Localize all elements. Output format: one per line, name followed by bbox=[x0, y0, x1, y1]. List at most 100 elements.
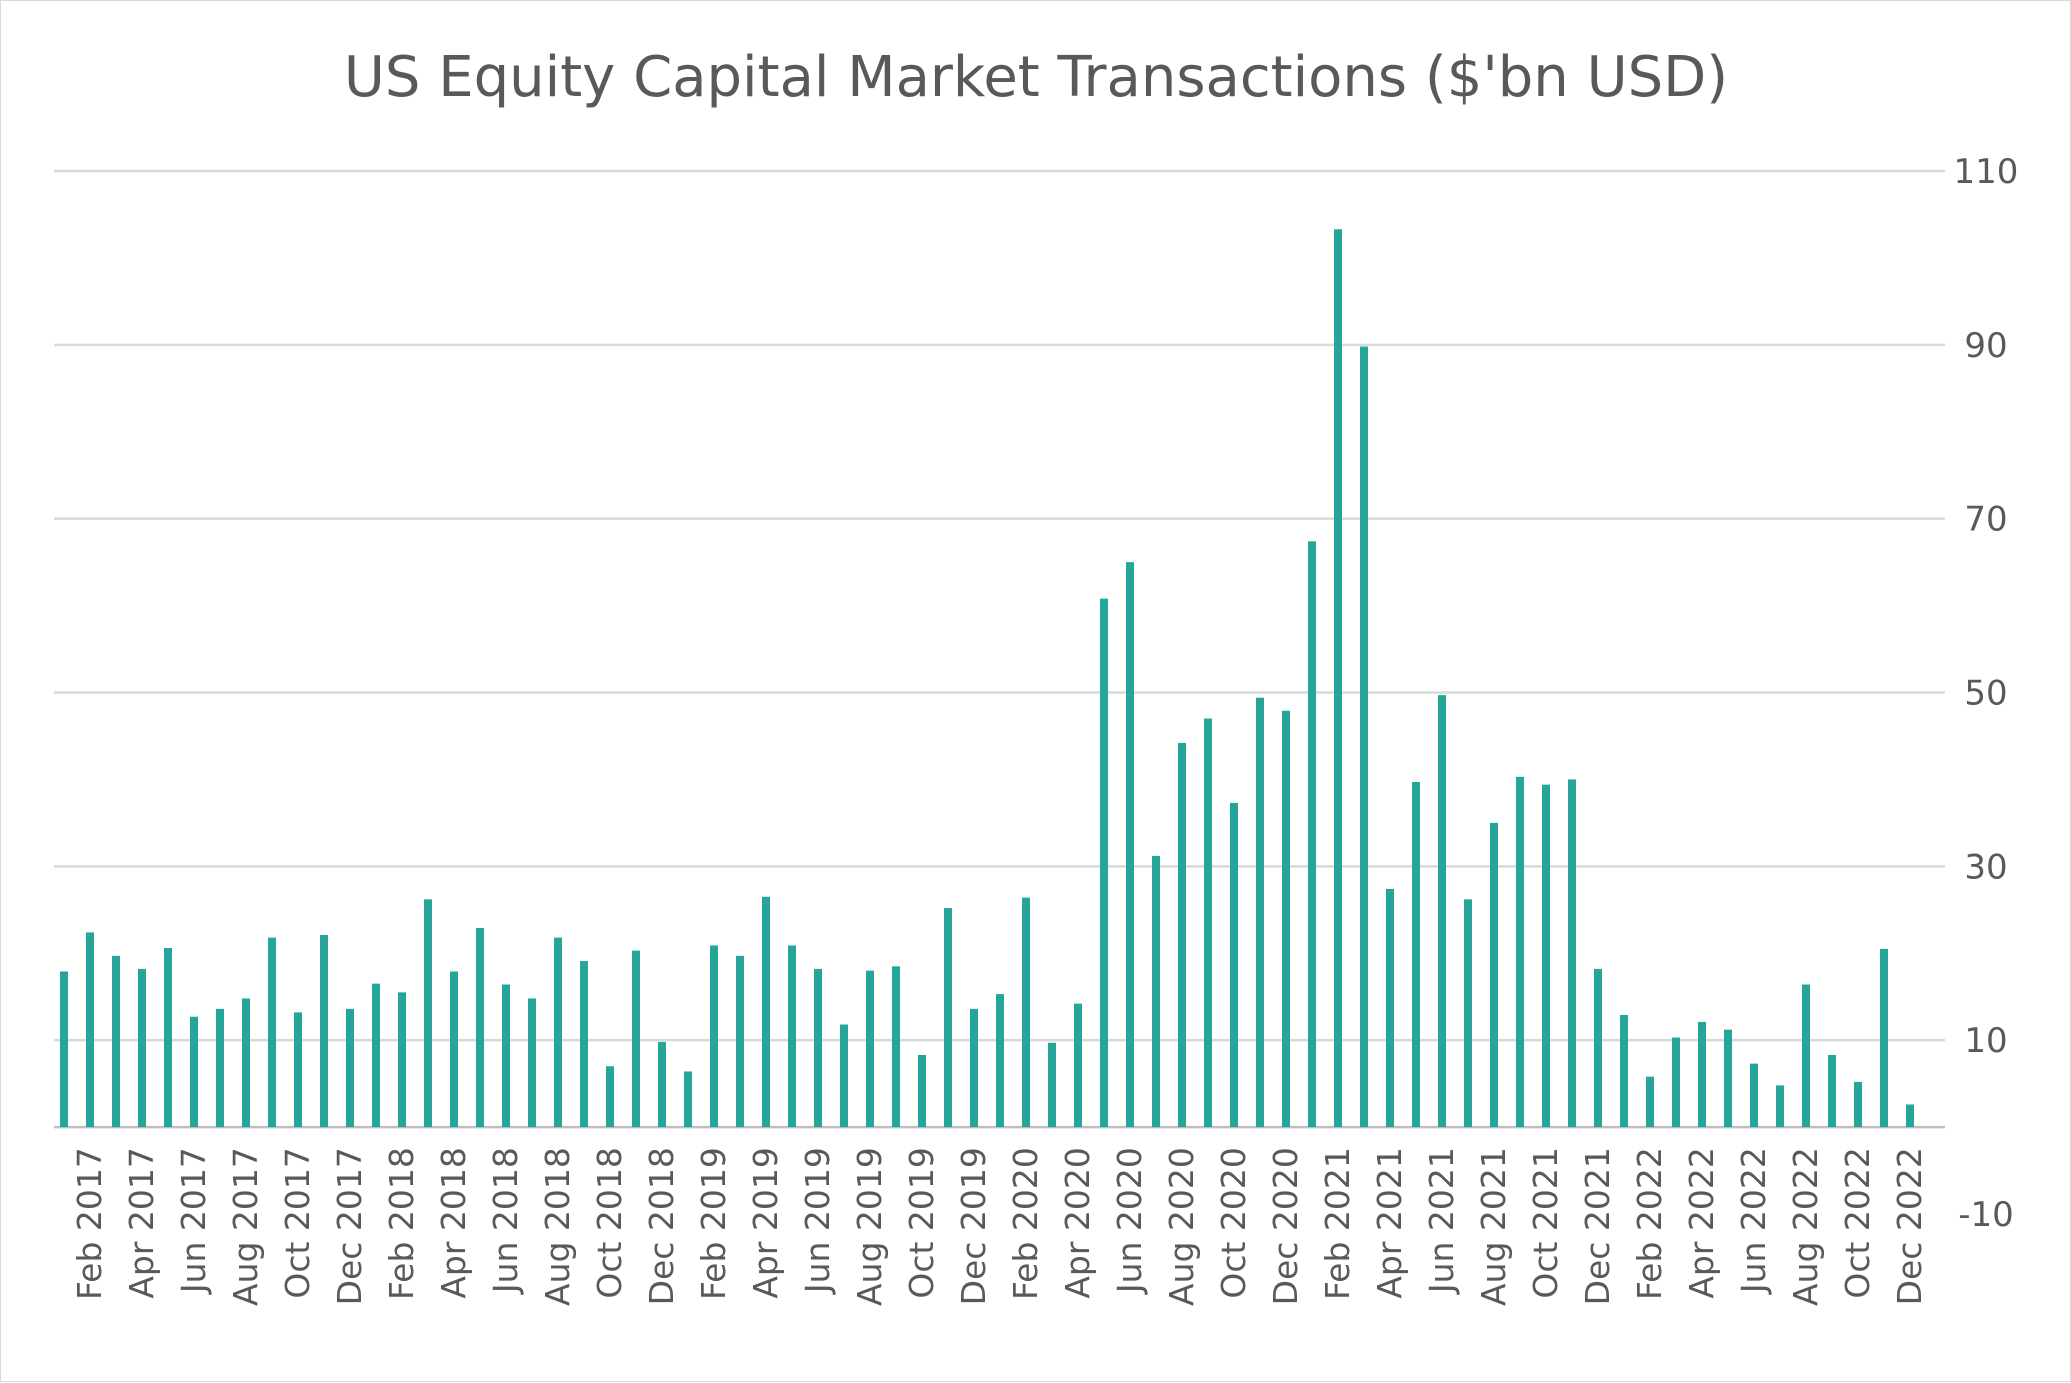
x-tick-label: Dec 2020 bbox=[1266, 1147, 1305, 1305]
bar-jul-2017 bbox=[216, 1008, 224, 1128]
y-tick-label: -10 bbox=[1958, 1195, 2014, 1235]
x-tick-label: Dec 2022 bbox=[1890, 1147, 1929, 1305]
bar-jun-2018 bbox=[502, 984, 510, 1128]
bar-sep-2017 bbox=[268, 937, 276, 1128]
x-tick-label: Oct 2022 bbox=[1838, 1147, 1877, 1299]
x-tick-label: Aug 2022 bbox=[1786, 1147, 1825, 1306]
x-tick-label: Feb 2020 bbox=[1006, 1147, 1045, 1300]
bar-mar-2021 bbox=[1360, 346, 1368, 1128]
bar-jan-2019 bbox=[684, 1071, 692, 1128]
bar-jun-2019 bbox=[814, 968, 822, 1128]
bar-aug-2021 bbox=[1490, 822, 1498, 1128]
chart-title: US Equity Capital Market Transactions ($… bbox=[344, 45, 1728, 110]
bar-mar-2018 bbox=[424, 899, 432, 1128]
bar-oct-2021 bbox=[1542, 784, 1550, 1128]
y-tick-label: 30 bbox=[1964, 847, 2007, 887]
bar-nov-2019 bbox=[944, 908, 952, 1128]
bar-jul-2020 bbox=[1152, 855, 1160, 1128]
x-tick-label: Apr 2020 bbox=[1058, 1147, 1097, 1299]
x-tick-label: Oct 2018 bbox=[590, 1147, 629, 1299]
bar-jul-2022 bbox=[1776, 1085, 1784, 1128]
x-tick-label: Jun 2022 bbox=[1734, 1147, 1773, 1295]
bar-sep-2022 bbox=[1828, 1054, 1836, 1128]
x-tick-label: Jun 2018 bbox=[486, 1147, 525, 1295]
x-tick-label: Oct 2020 bbox=[1214, 1147, 1253, 1299]
x-tick-label: Oct 2017 bbox=[278, 1147, 317, 1299]
x-tick-label: Oct 2019 bbox=[902, 1147, 941, 1299]
x-tick-label: Jun 2019 bbox=[798, 1147, 837, 1295]
bar-feb-2021 bbox=[1334, 229, 1342, 1128]
bar-feb-2017 bbox=[86, 932, 94, 1128]
bar-oct-2018 bbox=[606, 1066, 614, 1128]
x-tick-label: Feb 2022 bbox=[1630, 1147, 1669, 1300]
bar-may-2017 bbox=[164, 948, 172, 1128]
bar-feb-2020 bbox=[1022, 897, 1030, 1128]
bar-dec-2017 bbox=[346, 1008, 354, 1128]
y-tick-label: 90 bbox=[1964, 326, 2007, 366]
x-tick-label: Jun 2020 bbox=[1110, 1147, 1149, 1295]
bar-may-2019 bbox=[788, 945, 796, 1128]
bar-feb-2022 bbox=[1646, 1076, 1654, 1128]
bar-feb-2019 bbox=[710, 945, 718, 1128]
y-tick-label: 110 bbox=[1954, 152, 2019, 192]
x-tick-label: Aug 2018 bbox=[538, 1147, 577, 1306]
bar-apr-2017 bbox=[138, 968, 146, 1128]
x-tick-label: Apr 2019 bbox=[746, 1147, 785, 1299]
bar-nov-2022 bbox=[1880, 948, 1888, 1128]
x-tick-labels: Feb 2017 Apr 2017 Jun 2017 Aug 2017 Oct 2017… bbox=[70, 1147, 1929, 1306]
bar-aug-2022 bbox=[1802, 984, 1810, 1128]
bar-may-2020 bbox=[1100, 598, 1108, 1128]
x-tick-label: Aug 2019 bbox=[850, 1147, 889, 1306]
x-tick-label: Apr 2017 bbox=[122, 1147, 161, 1299]
x-tick-label: Feb 2019 bbox=[694, 1147, 733, 1300]
bar-apr-2021 bbox=[1386, 888, 1394, 1128]
bar-may-2021 bbox=[1412, 782, 1420, 1128]
x-tick-label: Dec 2018 bbox=[642, 1147, 681, 1305]
bar-oct-2017 bbox=[294, 1012, 302, 1128]
x-tick-label: Feb 2017 bbox=[70, 1147, 109, 1300]
bar-apr-2022 bbox=[1698, 1021, 1706, 1128]
y-tick-labels: 110 90 70 50 30 10 -10 bbox=[1954, 152, 2019, 1235]
bar-aug-2017 bbox=[242, 998, 250, 1128]
x-tick-label: Apr 2022 bbox=[1682, 1147, 1721, 1299]
bar-may-2018 bbox=[476, 928, 484, 1128]
bar-mar-2022 bbox=[1672, 1037, 1680, 1128]
x-tick-label: Aug 2020 bbox=[1162, 1147, 1201, 1306]
gridlines bbox=[54, 169, 1945, 1129]
x-tick-label: Apr 2018 bbox=[434, 1147, 473, 1299]
x-tick-label: Dec 2017 bbox=[330, 1147, 369, 1305]
bar-mar-2020 bbox=[1048, 1042, 1056, 1128]
bar-mar-2017 bbox=[112, 955, 120, 1128]
bar-mar-2019 bbox=[736, 955, 744, 1128]
bar-jan-2017 bbox=[60, 971, 68, 1128]
bar-oct-2019 bbox=[918, 1054, 926, 1128]
x-tick-label: Feb 2018 bbox=[382, 1147, 421, 1300]
bar-dec-2019 bbox=[970, 1008, 978, 1128]
bar-jun-2020 bbox=[1126, 562, 1134, 1128]
bar-feb-2018 bbox=[398, 992, 406, 1128]
bar-jun-2017 bbox=[190, 1016, 198, 1128]
bar-jul-2019 bbox=[840, 1024, 848, 1128]
bar-sep-2018 bbox=[580, 961, 588, 1128]
bar-jan-2021 bbox=[1308, 541, 1316, 1128]
bar-aug-2018 bbox=[554, 937, 562, 1128]
x-tick-label: Jun 2021 bbox=[1422, 1147, 1461, 1295]
x-tick-label: Aug 2021 bbox=[1474, 1147, 1513, 1306]
x-tick-label: Dec 2019 bbox=[954, 1147, 993, 1305]
bar-oct-2022 bbox=[1854, 1081, 1862, 1128]
bar-nov-2017 bbox=[320, 934, 328, 1128]
x-tick-label: Feb 2021 bbox=[1318, 1147, 1357, 1300]
x-tick-label: Dec 2021 bbox=[1578, 1147, 1617, 1305]
y-tick-label: 70 bbox=[1964, 500, 2007, 540]
bar-apr-2020 bbox=[1074, 1003, 1082, 1128]
bar-may-2022 bbox=[1724, 1029, 1732, 1128]
bar-nov-2020 bbox=[1256, 697, 1264, 1128]
bar-sep-2021 bbox=[1516, 776, 1524, 1128]
x-tick-label: Aug 2017 bbox=[226, 1147, 265, 1306]
y-tick-label: 10 bbox=[1964, 1021, 2007, 1061]
bar-dec-2018 bbox=[658, 1041, 666, 1128]
bar-dec-2020 bbox=[1282, 710, 1290, 1128]
bar-jul-2021 bbox=[1464, 899, 1472, 1128]
